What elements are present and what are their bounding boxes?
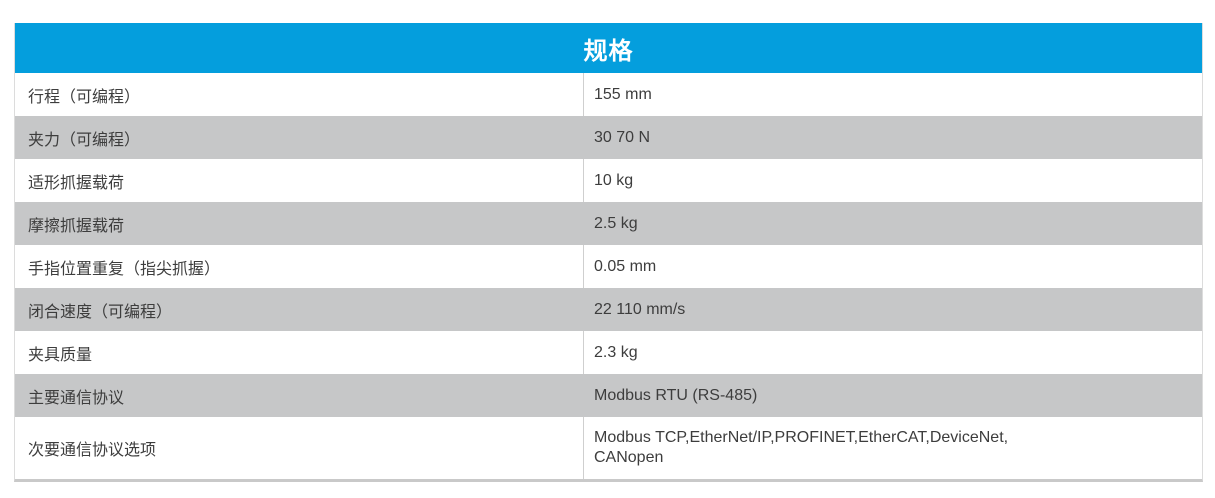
spec-value: Modbus RTU (RS-485) bbox=[594, 386, 758, 404]
spec-table: 规格 行程（可编程） 155 mm 夹力（可编程） 30 70 N 适形抓握载荷… bbox=[14, 23, 1203, 482]
table-row: 摩擦抓握载荷 2.5 kg bbox=[15, 202, 1202, 245]
spec-value: 30 70 N bbox=[594, 128, 651, 146]
spec-label: 摩擦抓握载荷 bbox=[28, 217, 125, 235]
table-header: 规格 bbox=[15, 23, 1202, 73]
table-title: 规格 bbox=[583, 37, 634, 65]
spec-label: 行程（可编程） bbox=[28, 88, 141, 106]
table-row: 行程（可编程） 155 mm bbox=[15, 73, 1202, 116]
table-row: 适形抓握载荷 10 kg bbox=[15, 159, 1202, 202]
spec-label: 次要通信协议选项 bbox=[28, 442, 157, 459]
spec-label: 夹力（可编程） bbox=[28, 131, 141, 149]
spec-label: 适形抓握载荷 bbox=[28, 174, 125, 192]
spec-value: Modbus TCP,EtherNet/IP,PROFINET,EtherCAT… bbox=[583, 417, 1202, 479]
spec-label: 主要通信协议 bbox=[28, 389, 125, 407]
spec-label: 闭合速度（可编程） bbox=[28, 303, 173, 321]
spec-value: 155 mm bbox=[583, 73, 1202, 116]
table-row: 夹具质量 2.3 kg bbox=[15, 331, 1202, 374]
spec-value: 0.05 mm bbox=[583, 245, 1202, 288]
spec-value: 2.3 kg bbox=[583, 331, 1202, 374]
table-row: 手指位置重复（指尖抓握） 0.05 mm bbox=[15, 245, 1202, 288]
spec-label: 夹具质量 bbox=[28, 346, 93, 364]
table-row: 闭合速度（可编程） 22 110 mm/s bbox=[15, 288, 1202, 331]
table-row: 主要通信协议 Modbus RTU (RS-485) bbox=[15, 374, 1202, 417]
spec-label: 手指位置重复（指尖抓握） bbox=[28, 260, 221, 278]
table-row: 夹力（可编程） 30 70 N bbox=[15, 116, 1202, 159]
spec-value: 10 kg bbox=[583, 159, 1202, 202]
spec-value: 22 110 mm/s bbox=[594, 300, 686, 318]
table-row: 次要通信协议选项 Modbus TCP,EtherNet/IP,PROFINET… bbox=[15, 417, 1202, 479]
spec-value: 2.5 kg bbox=[594, 214, 638, 232]
